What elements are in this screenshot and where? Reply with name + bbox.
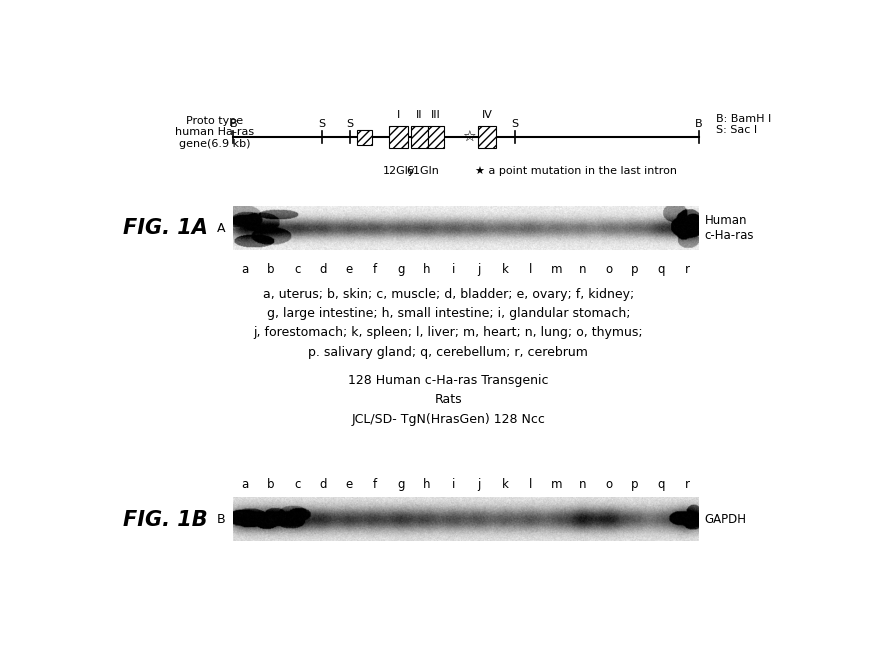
Text: Rats: Rats (435, 393, 462, 407)
Text: i: i (452, 478, 455, 491)
Text: S: S (346, 118, 354, 128)
Text: i: i (452, 263, 455, 276)
Text: p: p (631, 263, 639, 276)
Text: B: B (229, 118, 237, 128)
Text: h: h (424, 478, 430, 491)
Text: ☆: ☆ (462, 130, 475, 145)
Text: S: S (511, 118, 519, 128)
Text: g: g (397, 263, 405, 276)
Text: o: o (606, 478, 612, 491)
Text: l: l (529, 263, 533, 276)
Text: p: p (631, 478, 639, 491)
Text: e: e (346, 263, 353, 276)
Text: q: q (657, 478, 665, 491)
Text: FIG. 1B: FIG. 1B (123, 510, 207, 530)
Text: 128 Human c-Ha-ras Transgenic: 128 Human c-Ha-ras Transgenic (348, 374, 549, 387)
Text: a, uterus; b, skin; c, muscle; d, bladder; e, ovary; f, kidney;: a, uterus; b, skin; c, muscle; d, bladde… (262, 288, 634, 301)
Bar (357, 130, 372, 145)
Text: l: l (529, 478, 533, 491)
Text: g: g (397, 478, 405, 491)
Text: 12Gly: 12Gly (382, 166, 415, 176)
Text: III: III (431, 110, 441, 120)
Text: j: j (478, 263, 480, 276)
Text: g, large intestine; h, small intestine; i, glandular stomach;: g, large intestine; h, small intestine; … (267, 307, 630, 320)
Text: o: o (606, 263, 612, 276)
Text: p. salivary gland; q, cerebellum; r, cerebrum: p. salivary gland; q, cerebellum; r, cer… (309, 345, 588, 359)
Text: f: f (373, 263, 377, 276)
Text: II: II (416, 110, 423, 120)
Text: q: q (657, 263, 665, 276)
Text: f: f (373, 478, 377, 491)
Text: n: n (579, 478, 587, 491)
Text: c: c (294, 263, 300, 276)
Text: I: I (397, 110, 400, 120)
Text: FIG. 1A: FIG. 1A (123, 218, 208, 238)
Text: d: d (319, 263, 327, 276)
Bar (389, 126, 408, 148)
Text: b: b (268, 478, 275, 491)
Text: h: h (424, 263, 430, 276)
Text: n: n (579, 263, 587, 276)
Text: GAPDH: GAPDH (704, 513, 746, 526)
Text: b: b (268, 263, 275, 276)
Text: B: BamH I
S: Sac I: B: BamH I S: Sac I (717, 114, 772, 136)
Text: r: r (684, 478, 690, 491)
Text: k: k (501, 478, 508, 491)
Text: 61Gln: 61Gln (407, 166, 439, 176)
Text: B: B (695, 118, 703, 128)
Text: B: B (217, 513, 226, 526)
Text: j: j (478, 478, 480, 491)
Text: m: m (551, 263, 563, 276)
Text: a: a (242, 478, 248, 491)
Text: a: a (242, 263, 248, 276)
Bar (411, 126, 428, 148)
Text: ★ a point mutation in the last intron: ★ a point mutation in the last intron (475, 166, 677, 176)
Text: d: d (319, 478, 327, 491)
Text: Proto type
human Ha-ras
gene(6.9 kb): Proto type human Ha-ras gene(6.9 kb) (175, 116, 254, 149)
Text: c: c (294, 478, 300, 491)
Text: j, forestomach; k, spleen; l, liver; m, heart; n, lung; o, thymus;: j, forestomach; k, spleen; l, liver; m, … (254, 326, 643, 340)
Text: Human
c-Ha-ras: Human c-Ha-ras (704, 215, 754, 242)
Bar (478, 126, 496, 148)
Text: m: m (551, 478, 563, 491)
Text: IV: IV (481, 110, 493, 120)
Bar (428, 126, 444, 148)
Text: S: S (318, 118, 326, 128)
Text: JCL/SD- TgN(HrasGen) 128 Ncc: JCL/SD- TgN(HrasGen) 128 Ncc (352, 413, 545, 426)
Text: e: e (346, 478, 353, 491)
Text: A: A (217, 222, 226, 235)
Text: k: k (501, 263, 508, 276)
Text: r: r (684, 263, 690, 276)
